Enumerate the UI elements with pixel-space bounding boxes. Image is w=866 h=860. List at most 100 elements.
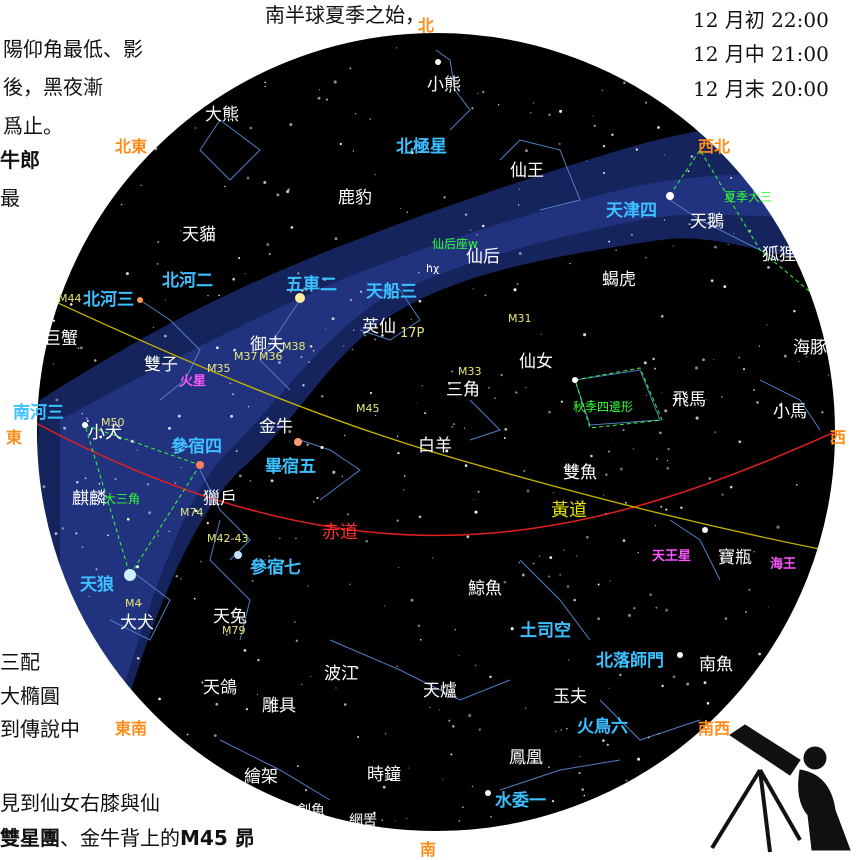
label-cassiopeia: 仙后 [466,247,500,267]
background-star [644,256,647,259]
background-star [472,288,474,290]
label-perseus: 英仙 [362,317,396,337]
background-star [114,478,117,481]
background-star [451,425,454,428]
background-star [721,493,724,496]
background-star [121,203,123,206]
background-star [583,794,586,797]
background-star [396,47,398,49]
background-star [627,613,632,617]
background-star [549,556,553,559]
background-star [233,348,236,352]
background-star [249,480,252,482]
background-star [264,85,266,88]
direction-northwest: 西北 [698,137,731,156]
background-star [830,440,833,443]
background-star [733,232,735,234]
background-star [714,245,717,249]
messier-m74: M74 [180,506,204,519]
label-orion: 獵戶 [203,489,237,509]
background-star [98,483,101,485]
background-star [381,334,384,337]
background-star [466,535,470,539]
background-star [477,92,479,95]
background-star [665,608,669,612]
background-star [206,522,209,525]
background-star [351,348,354,351]
background-star [660,314,664,318]
label-vulpecula: 狐狸 [762,245,796,265]
background-star [95,568,98,571]
background-star [320,395,324,398]
rigel-dot [234,551,242,559]
asterism-summer-triangle: 夏季大三 [724,190,773,204]
background-star [257,658,260,662]
star-castor: 北河二 [162,271,213,291]
background-star [175,574,178,578]
background-star [464,464,468,467]
asterism-autumn-square: 秋季四邊形 [573,400,634,414]
background-star [758,345,761,347]
aldebaran-dot [294,438,302,446]
background-star [273,570,277,574]
background-star [238,474,242,478]
background-star [310,675,312,678]
background-star [510,627,514,631]
background-star [389,777,393,781]
background-star [606,743,609,746]
background-star [312,350,315,352]
background-star [738,440,742,444]
background-star [75,532,78,535]
background-star [657,126,660,129]
messier-m37: M37 [234,350,258,363]
background-star [652,357,655,361]
messier-m31: M31 [508,312,532,325]
background-star [333,80,337,84]
background-star [157,535,159,537]
background-star [490,816,492,818]
background-star [702,358,705,362]
messier-m50: M50 [101,416,125,429]
background-star [243,649,247,652]
background-star [649,593,652,597]
background-star [793,310,796,313]
background-star [374,338,377,341]
background-star [708,477,712,480]
background-star [518,188,520,190]
desc-line-4: 爲止。 [3,114,63,138]
star-fomalhaut: 北落師門 [596,651,664,671]
star-diphda: 土司空 [520,621,571,641]
background-star [450,753,453,756]
background-star [352,150,355,152]
background-star [302,384,305,387]
desc-line-8: 大橢圓 [0,684,60,708]
background-star [532,102,535,104]
background-star [464,213,468,216]
star-mirfak: 天船三 [366,282,417,302]
background-star [290,226,294,229]
background-star [265,559,266,561]
label-camelopardalis: 鹿豹 [338,188,372,208]
background-star [749,229,752,232]
label-pegasus: 飛馬 [672,390,706,410]
uranus-dot [702,527,708,533]
direction-south: 南 [420,840,437,859]
background-star [365,540,368,543]
background-star [513,288,517,292]
background-star [232,277,236,281]
background-star [695,416,699,420]
background-star [658,732,660,735]
background-star [99,435,103,439]
background-star [55,398,59,402]
desc-bold-double-cluster: 雙星團 [0,826,60,850]
label-columba: 天鴿 [203,678,237,698]
background-star [410,598,414,602]
background-star [661,391,663,393]
background-star [384,605,386,607]
background-star [230,414,234,418]
background-star [251,580,254,582]
background-star [279,349,283,353]
background-star [332,470,336,474]
background-star [432,557,434,559]
background-star [320,446,324,449]
